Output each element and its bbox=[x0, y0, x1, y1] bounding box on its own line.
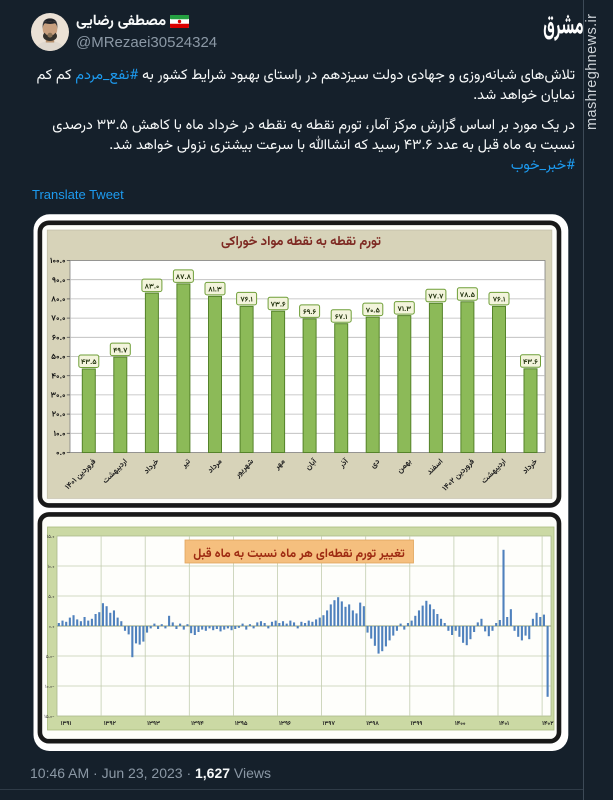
svg-text:۱۰.۰: ۱۰.۰ bbox=[54, 429, 66, 441]
svg-text:۱۳۹۹: ۱۳۹۹ bbox=[410, 720, 422, 729]
svg-text:۱۰۰.۰: ۱۰۰.۰ bbox=[50, 256, 66, 268]
svg-text:۸۳.۰: ۸۳.۰ bbox=[145, 281, 160, 292]
svg-text:۱۵.۰: ۱۵.۰ bbox=[47, 533, 55, 541]
svg-text:۳۰.۰: ۳۰.۰ bbox=[51, 391, 66, 403]
svg-text:۷۷.۷: ۷۷.۷ bbox=[428, 292, 444, 303]
svg-text:۵۰.۰: ۵۰.۰ bbox=[51, 352, 66, 364]
svg-text:۸۷.۸: ۸۷.۸ bbox=[176, 272, 192, 283]
svg-text:۱۰.۰-: ۱۰.۰- bbox=[45, 683, 54, 691]
svg-text:۸۰.۰: ۸۰.۰ bbox=[51, 295, 66, 307]
svg-text:۷۳.۶: ۷۳.۶ bbox=[271, 299, 286, 310]
svg-text:۵.۰: ۵.۰ bbox=[48, 593, 54, 601]
svg-text:۱۴۰۰: ۱۴۰۰ bbox=[455, 720, 466, 729]
svg-text:۷۰.۵: ۷۰.۵ bbox=[366, 305, 381, 316]
svg-text:۱۳۹۱: ۱۳۹۱ bbox=[61, 720, 72, 729]
svg-text:۵.۰-: ۵.۰- bbox=[46, 653, 55, 661]
svg-text:۶۰.۰: ۶۰.۰ bbox=[52, 333, 66, 345]
svg-text:۱۴۰۲: ۱۴۰۲ bbox=[542, 720, 554, 729]
svg-text:۱۳۹۴: ۱۳۹۴ bbox=[191, 720, 204, 729]
svg-text:۷۶.۱: ۷۶.۱ bbox=[493, 295, 505, 306]
svg-text:۸۱.۳: ۸۱.۳ bbox=[208, 285, 222, 296]
svg-text:۹۰.۰: ۹۰.۰ bbox=[52, 275, 66, 287]
svg-text:۴۳.۶: ۴۳.۶ bbox=[523, 357, 538, 368]
svg-text:۴۳.۵: ۴۳.۵ bbox=[81, 357, 97, 368]
svg-text:تورم نقطه به نقطه مواد خوراکی: تورم نقطه به نقطه مواد خوراکی bbox=[221, 232, 381, 252]
svg-text:۱۳۹۲: ۱۳۹۲ bbox=[104, 720, 117, 729]
svg-text:۲۰.۰: ۲۰.۰ bbox=[52, 410, 66, 422]
svg-text:۰.۰: ۰.۰ bbox=[49, 623, 55, 631]
svg-text:۱۳۹۶: ۱۳۹۶ bbox=[279, 720, 291, 729]
svg-text:۰.۰: ۰.۰ bbox=[56, 448, 66, 460]
svg-text:۱۳۹۳: ۱۳۹۳ bbox=[147, 720, 160, 729]
svg-text:۶۷.۱: ۶۷.۱ bbox=[335, 312, 347, 323]
svg-text:۴۹.۷: ۴۹.۷ bbox=[113, 345, 128, 356]
svg-text:۷۶.۱: ۷۶.۱ bbox=[240, 295, 252, 306]
svg-text:۶۹.۶: ۶۹.۶ bbox=[303, 307, 316, 318]
svg-text:۷۸.۵: ۷۸.۵ bbox=[460, 290, 476, 301]
svg-text:۴۰.۰: ۴۰.۰ bbox=[51, 371, 66, 383]
svg-text:۱۴۰۱: ۱۴۰۱ bbox=[499, 720, 509, 729]
svg-text:۷۱.۳: ۷۱.۳ bbox=[397, 304, 411, 315]
svg-text:۱۳۹۷: ۱۳۹۷ bbox=[323, 720, 336, 729]
svg-text:۱۳۹۵: ۱۳۹۵ bbox=[235, 720, 248, 729]
svg-text:۱۰.۰: ۱۰.۰ bbox=[47, 563, 54, 571]
svg-text:تغییر تورم نقطه‌ای هر ماه نسبت: تغییر تورم نقطه‌ای هر ماه نسبت به ماه قب… bbox=[193, 544, 405, 564]
svg-text:۷۰.۰: ۷۰.۰ bbox=[51, 314, 66, 326]
svg-text:۱۳۹۸: ۱۳۹۸ bbox=[366, 720, 379, 729]
svg-text:۱۵.۰-: ۱۵.۰- bbox=[44, 713, 54, 721]
